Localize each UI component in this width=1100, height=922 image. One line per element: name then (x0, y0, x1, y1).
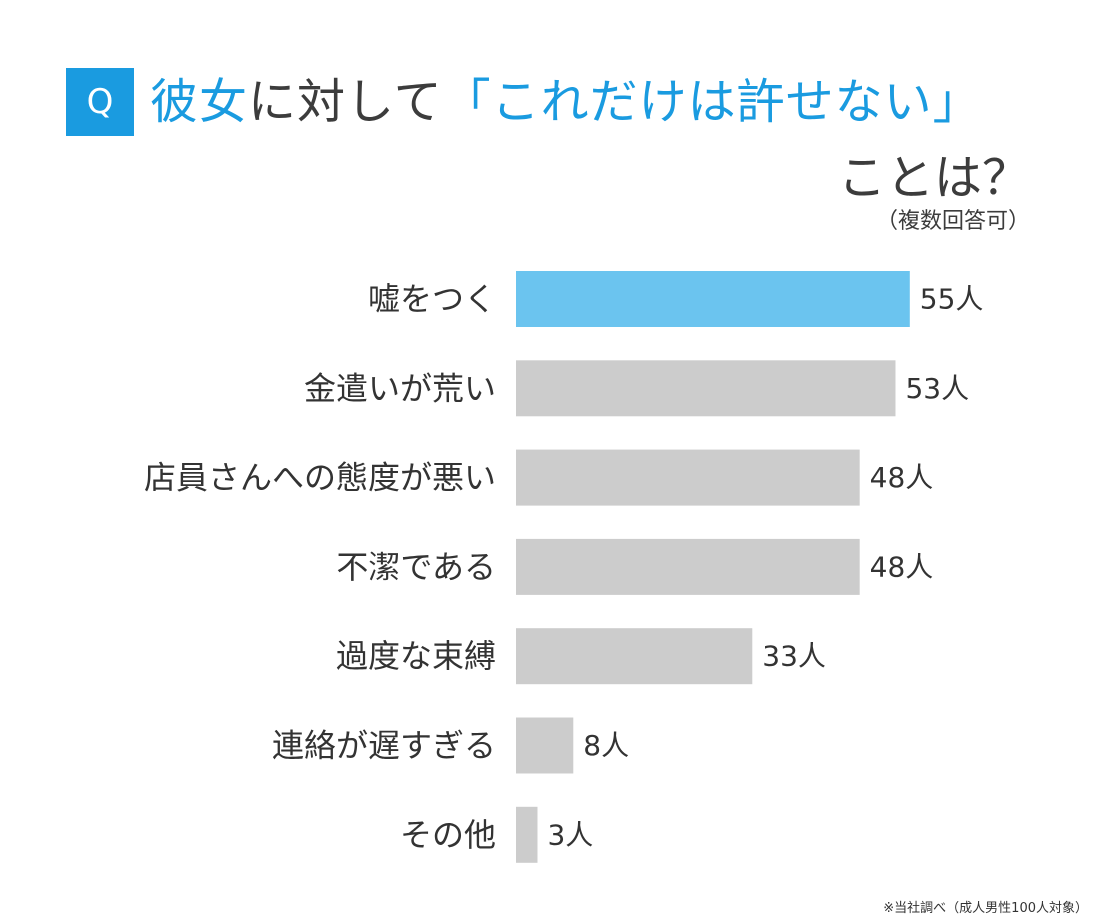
category-label-7: その他 (400, 816, 496, 854)
title-part-1: 彼女 (150, 74, 249, 130)
category-label-2: 金遣いが荒い (304, 369, 496, 407)
bar-3 (516, 449, 860, 506)
value-label-7: 3人 (547, 818, 593, 851)
category-label-5: 過度な束縛 (336, 637, 496, 675)
title-part-3: 「これだけは許せない」 (442, 74, 982, 130)
category-label-4: 不潔である (336, 548, 496, 586)
bar-7 (516, 806, 538, 863)
title-part-4: ことは？ (837, 150, 1030, 206)
value-label-5: 33人 (762, 640, 826, 673)
title-part-2: に対して (248, 74, 443, 130)
bar-1 (516, 271, 910, 327)
category-label-1: 嘘をつく (368, 280, 496, 318)
question-badge: Q (66, 68, 134, 136)
value-label-3: 48人 (870, 461, 934, 494)
bar-2 (516, 360, 896, 417)
value-label-4: 48人 (870, 550, 934, 583)
bar-6 (516, 717, 574, 774)
bar-5 (516, 628, 753, 685)
value-label-6: 8人 (583, 729, 629, 762)
page-title: 彼女に対して「これだけは許せない」 (150, 72, 982, 132)
value-label-1: 55人 (920, 283, 984, 316)
value-label-2: 53人 (905, 372, 969, 405)
bar-4 (516, 538, 860, 595)
footnote: ※当社調べ（成人男性100人対象） (883, 901, 1088, 916)
category-label-3: 店員さんへの態度が悪い (144, 459, 496, 497)
subtitle: （複数回答可） (875, 209, 1030, 234)
category-label-6: 連絡が遅すぎる (272, 727, 496, 765)
